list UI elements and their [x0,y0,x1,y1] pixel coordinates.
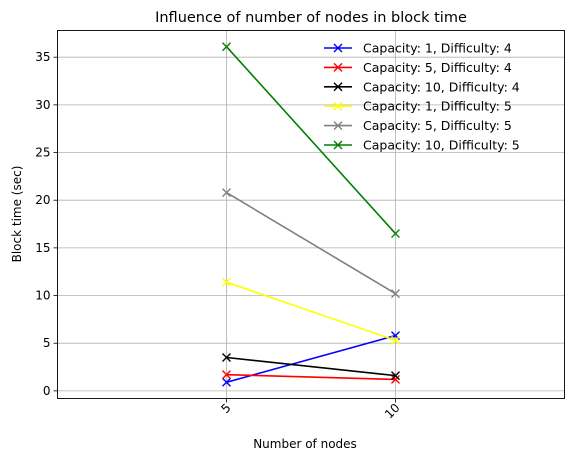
y-tick-label: 0 [43,384,51,398]
data-point [391,374,400,384]
legend-entry: Capacity: 1, Difficulty: 4 [324,41,512,56]
data-point [333,62,343,72]
series-line [226,373,396,381]
series-line [226,356,396,377]
series-6 [222,42,400,239]
legend-label: Capacity: 1, Difficulty: 5 [363,99,512,114]
legend-label: Capacity: 5, Difficulty: 5 [363,118,512,133]
y-tick-label: 35 [35,50,50,64]
data-point [333,101,343,111]
y-tick-label: 15 [35,241,50,255]
legend-entry: Capacity: 1, Difficulty: 5 [324,99,512,114]
x-axis-label: Number of nodes [253,437,357,451]
data-point [222,353,231,362]
legend-label: Capacity: 10, Difficulty: 5 [363,138,520,153]
data-point [222,377,231,387]
data-point [333,121,343,131]
data-point [333,43,343,53]
data-point [333,82,343,92]
y-axis-label: Block time (sec) [10,166,24,263]
series-line [226,334,396,384]
y-tick-label: 10 [35,289,50,303]
chart-title: Influence of number of nodes in block ti… [155,10,467,26]
x-axis: 5 10 [218,398,403,422]
x-tick-label: 10 [382,401,403,422]
data-point [333,140,343,150]
legend-label: Capacity: 5, Difficulty: 4 [363,60,512,75]
y-axis: 0 5 10 15 20 25 30 35 [35,50,58,398]
y-tick-label: 20 [35,193,50,207]
legend: Capacity: 1, Difficulty: 4 Capacity: 5, D… [324,41,520,153]
series-line [226,281,396,342]
series-layer [222,42,400,387]
legend-entry: Capacity: 5, Difficulty: 4 [324,60,512,75]
data-point [391,229,400,239]
legend-label: Capacity: 1, Difficulty: 4 [363,41,512,56]
data-point [391,371,400,381]
legend-entry: Capacity: 10, Difficulty: 5 [324,138,520,153]
series-5 [222,188,400,299]
legend-entry: Capacity: 5, Difficulty: 5 [324,118,512,133]
y-tick-label: 25 [35,146,50,160]
data-point [222,42,231,52]
series-4 [222,277,400,345]
legend-label: Capacity: 10, Difficulty: 4 [363,79,520,94]
data-point [222,370,231,380]
series-line [226,191,396,295]
x-tick-label: 5 [218,401,233,416]
series-2 [222,370,400,384]
data-point [391,289,400,299]
plot-area-frame [57,30,565,399]
grid [57,30,565,399]
data-point [391,335,400,345]
y-tick-label: 5 [43,336,51,350]
data-point [222,277,231,287]
series-3 [222,353,400,381]
series-line [225,46,397,235]
legend-entry: Capacity: 10, Difficulty: 4 [324,79,520,94]
y-tick-label: 30 [35,98,50,112]
data-point [222,188,231,198]
